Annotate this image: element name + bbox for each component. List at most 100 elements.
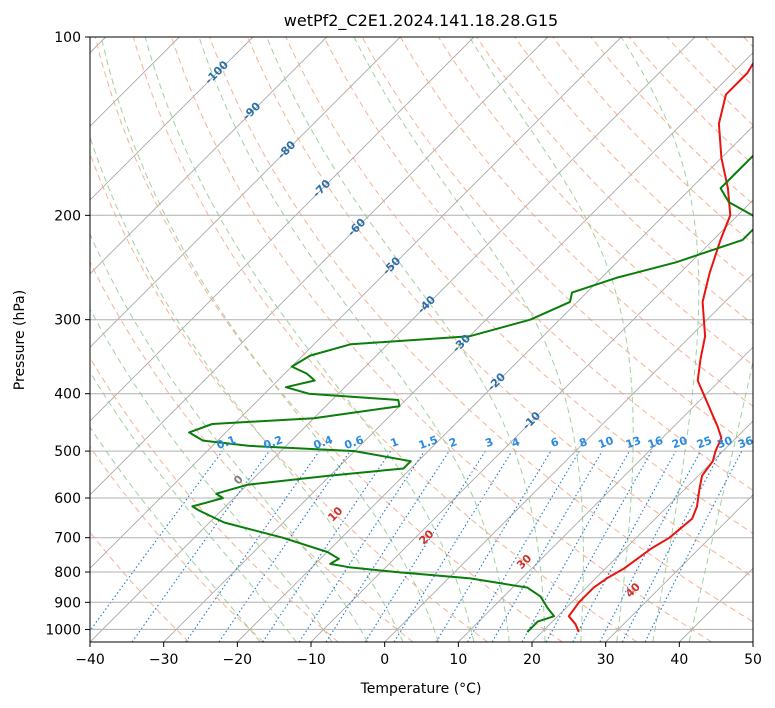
mixing-ratio-line (325, 450, 450, 642)
isotherm-line (90, 37, 549, 496)
dry-adiabat-line (514, 37, 753, 285)
x-axis-title: Temperature (°C) (360, 681, 482, 697)
moist-adiabat-line (620, 37, 700, 642)
mixing-ratio-label: 0.2 (262, 433, 285, 452)
temperature-profile-line (567, 61, 753, 633)
isotherm-line (90, 37, 328, 275)
y-tick-label: 900 (54, 595, 81, 611)
x-tick-label: 50 (744, 652, 762, 668)
y-tick-label: 600 (54, 491, 81, 507)
y-tick-label: 800 (54, 565, 81, 581)
moist-adiabat-line (688, 358, 753, 642)
y-tick-label: 400 (54, 387, 81, 403)
mixing-ratio-label: 30 (715, 434, 734, 452)
y-tick-label: 700 (54, 531, 81, 547)
y-tick-label: 1000 (45, 622, 81, 638)
mixing-ratio-label: 8 (577, 435, 589, 450)
x-tick-label: −30 (149, 652, 179, 668)
mixing-ratio-label: 4 (510, 435, 522, 450)
dry-adiabat-line (209, 37, 753, 623)
y-axis-ticks: 100 200 300 400 500 600 700 800 900 1000 (45, 30, 90, 638)
moist-adiabat-line (100, 37, 439, 642)
mixing-ratio-label: 10 (597, 434, 616, 452)
x-tick-label: 40 (670, 652, 688, 668)
mixing-ratio-label: 0.6 (343, 433, 366, 452)
isotherm-line (90, 37, 696, 642)
chart-title: wetPf2_C2E1.2024.141.18.28.G15 (284, 11, 558, 31)
mixing-ratio-label: 1.5 (417, 433, 440, 452)
dry-adiabat-line (399, 37, 753, 407)
sounding-series (188, 61, 753, 633)
x-tick-label: 30 (597, 652, 615, 668)
mixing-ratio-line (491, 450, 603, 642)
dry-adiabat-line (361, 37, 753, 449)
x-tick-label: −40 (75, 652, 105, 668)
plot-area: -100-90-80-70-60-50-40-30-20-10010203040… (90, 37, 755, 642)
mixing-ratio-label: 0.4 (312, 433, 335, 452)
dry-adiabat-line (94, 37, 563, 642)
dry-adiabat-line (90, 260, 414, 642)
isotherm-line (90, 37, 475, 422)
moist-adiabat-line (90, 308, 333, 642)
moist-adiabat-line (90, 426, 261, 642)
dry-adiabat-line (476, 37, 753, 325)
moist-adiabat-line (198, 37, 510, 642)
x-tick-label: −20 (223, 652, 253, 668)
x-tick-label: 20 (523, 652, 541, 668)
plot-frame (89, 36, 754, 643)
mixing-ratio-line (545, 450, 653, 642)
mixing-ratio-label: 3 (483, 435, 495, 450)
mixing-ratio-label: 16 (646, 434, 665, 452)
isotherm-line (90, 37, 401, 348)
dry-adiabat-line (628, 37, 753, 166)
x-axis-ticks: −40 −30 −20 −10 0 10 20 30 40 50 (75, 642, 762, 668)
mixing-ratio-label: 25 (695, 434, 714, 451)
mixing-ratio-label: 13 (624, 434, 643, 451)
dry-adiabat-line (132, 37, 638, 642)
isotherm-line (531, 420, 753, 642)
moist-adiabat-line (90, 370, 297, 642)
isotherm-line (457, 346, 753, 642)
moist-adiabat-line (90, 232, 369, 642)
isotherm-line (90, 37, 622, 569)
mixing-ratio-label: 2 (447, 435, 459, 450)
mixing-ratio-line (572, 450, 677, 642)
y-axis-title: Pressure (hPa) (12, 290, 28, 390)
y-tick-label: 100 (54, 30, 81, 46)
dry-adiabat-line (90, 446, 264, 642)
mixing-ratio-line (521, 450, 630, 642)
mixing-ratio-line (185, 450, 320, 642)
mixing-ratio-line (90, 450, 223, 632)
dewpoint-profile-line (188, 154, 753, 633)
y-tick-label: 300 (54, 313, 81, 329)
isotherm-line (90, 37, 254, 201)
mixing-ratio-line (435, 450, 552, 642)
mixing-ratio-line (131, 450, 270, 642)
mixing-ratio-line (364, 450, 486, 642)
moist-adiabat-line (144, 37, 475, 642)
mixing-ratio-lines (90, 450, 743, 642)
x-tick-label: 10 (449, 652, 467, 668)
pressure-grid-lines (90, 37, 753, 630)
y-tick-label: 500 (54, 444, 81, 460)
mixing-ratio-label: 0.1 (215, 433, 238, 452)
mixing-ratio-line (393, 450, 513, 642)
dry-adiabat-line (247, 37, 753, 578)
y-tick-label: 200 (54, 208, 81, 224)
x-tick-label: 0 (380, 652, 389, 668)
isotherm-line (163, 52, 753, 642)
mixing-ratio-label: 20 (670, 434, 689, 452)
isotherm-line (384, 273, 753, 642)
mixing-ratio-label: 1 (389, 435, 401, 450)
mixing-ratio-line (218, 450, 351, 642)
mixing-ratio-label: 36 (736, 434, 755, 452)
x-tick-label: −10 (296, 652, 326, 668)
dry-adiabat-line (323, 37, 753, 491)
mixing-ratio-label: 6 (549, 435, 561, 450)
moist-adiabat-line (90, 135, 404, 642)
dry-adiabat-lines (90, 37, 753, 642)
isotherm-line (236, 125, 753, 642)
mixing-ratio-line (467, 450, 580, 642)
